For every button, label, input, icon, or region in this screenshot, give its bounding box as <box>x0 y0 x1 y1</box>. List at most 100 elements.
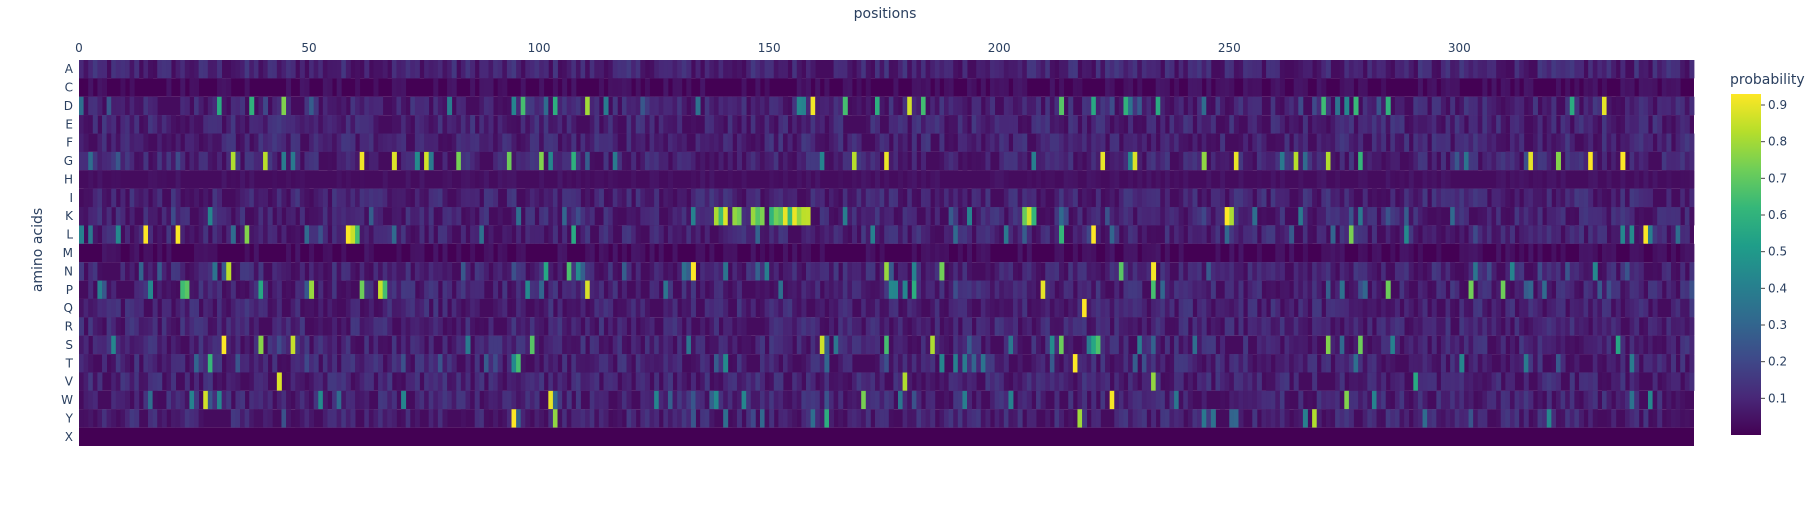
heatmap-cell <box>571 372 577 391</box>
heatmap-cell <box>1109 335 1115 355</box>
heatmap-cell <box>1114 280 1120 299</box>
heatmap-cell <box>102 354 108 373</box>
heatmap-cell <box>562 188 568 208</box>
heatmap-cell <box>1330 262 1336 281</box>
heatmap-cell <box>341 225 347 244</box>
heatmap-cell <box>1091 170 1097 189</box>
heatmap-cell <box>1077 298 1083 318</box>
heatmap-cell <box>1670 298 1676 318</box>
heatmap-cell <box>990 298 996 318</box>
heatmap-cell <box>1118 335 1124 355</box>
heatmap-cell <box>327 115 333 134</box>
heatmap-cell <box>773 262 779 281</box>
heatmap-cell <box>1114 317 1120 336</box>
heatmap-cell <box>1629 335 1635 355</box>
heatmap-cell <box>373 151 379 171</box>
heatmap-cell <box>511 96 517 116</box>
heatmap-cell <box>1128 280 1134 299</box>
heatmap-cell <box>649 225 655 244</box>
heatmap-cell <box>1243 225 1249 244</box>
heatmap-cell <box>1137 262 1143 281</box>
heatmap-cell <box>1385 390 1391 410</box>
heatmap-cell <box>1146 262 1152 281</box>
heatmap-cell <box>921 115 927 134</box>
heatmap-cell <box>1344 317 1350 336</box>
heatmap-cell <box>884 280 890 299</box>
heatmap-cell <box>1072 354 1078 373</box>
heatmap-cell <box>842 298 848 318</box>
heatmap-cell <box>612 409 618 428</box>
heatmap-cell <box>1256 188 1262 208</box>
heatmap-cell <box>902 207 908 226</box>
heatmap-cell <box>1611 317 1617 336</box>
heatmap-cell <box>980 60 986 79</box>
heatmap-cell <box>962 188 968 208</box>
heatmap-cell <box>304 225 310 244</box>
heatmap-cell <box>1592 390 1598 410</box>
heatmap-cell <box>819 225 825 244</box>
heatmap-cell <box>1376 151 1382 171</box>
heatmap-cell <box>976 243 982 263</box>
heatmap-cell <box>944 317 950 336</box>
heatmap-cell <box>318 298 324 318</box>
heatmap-cell <box>1146 390 1152 410</box>
heatmap-cell <box>879 298 885 318</box>
heatmap-cell <box>1404 280 1410 299</box>
heatmap-cell <box>359 170 365 189</box>
heatmap-cell <box>1307 262 1313 281</box>
heatmap-cell <box>585 170 591 189</box>
heatmap-cell <box>1095 280 1101 299</box>
heatmap-cell <box>1546 298 1552 318</box>
heatmap-cell <box>640 207 646 226</box>
heatmap-cell <box>401 390 407 410</box>
heatmap-cell <box>1229 262 1235 281</box>
heatmap-cell <box>580 225 586 244</box>
heatmap-cell <box>368 354 374 373</box>
heatmap-cell <box>1417 280 1423 299</box>
heatmap-cell <box>1270 115 1276 134</box>
heatmap-cell <box>102 60 108 79</box>
heatmap-cell <box>276 133 282 152</box>
heatmap-cell <box>295 243 301 263</box>
heatmap-cell <box>778 151 784 171</box>
heatmap-cell <box>396 133 402 152</box>
heatmap-cell <box>759 151 765 171</box>
heatmap-cell <box>1643 354 1649 373</box>
heatmap-cell <box>1229 60 1235 79</box>
heatmap-cell <box>1358 225 1364 244</box>
heatmap-cell <box>1592 115 1598 134</box>
heatmap-cell <box>474 409 480 428</box>
heatmap-cell <box>249 390 255 410</box>
heatmap-cell <box>1390 225 1396 244</box>
heatmap-cell <box>759 225 765 244</box>
heatmap-cell <box>1482 335 1488 355</box>
heatmap-cell <box>759 96 765 116</box>
heatmap-cell <box>286 170 292 189</box>
heatmap-cell <box>368 188 374 208</box>
heatmap-cell <box>1565 280 1571 299</box>
heatmap-cell <box>723 280 729 299</box>
heatmap-cell <box>815 170 821 189</box>
heatmap-cell <box>677 96 683 116</box>
heatmap-cell <box>534 280 540 299</box>
heatmap-cell <box>819 207 825 226</box>
heatmap-cell <box>1560 317 1566 336</box>
heatmap-cell <box>1169 317 1175 336</box>
heatmap-cell <box>1647 280 1653 299</box>
heatmap-cell <box>782 354 788 373</box>
heatmap-cell <box>1008 262 1014 281</box>
heatmap-cell <box>575 372 581 391</box>
heatmap-cell <box>1353 133 1359 152</box>
heatmap-cell <box>939 133 945 152</box>
heatmap-cell <box>865 151 871 171</box>
heatmap-cell <box>1509 225 1515 244</box>
heatmap-cell <box>1440 354 1446 373</box>
heatmap-cell <box>608 115 614 134</box>
heatmap-cell <box>460 96 466 116</box>
heatmap-cell <box>1532 225 1538 244</box>
heatmap-cell <box>1666 354 1672 373</box>
heatmap-cell <box>1017 243 1023 263</box>
heatmap-cell <box>1592 78 1598 97</box>
heatmap-cell <box>1252 60 1258 79</box>
heatmap-cell <box>1086 354 1092 373</box>
